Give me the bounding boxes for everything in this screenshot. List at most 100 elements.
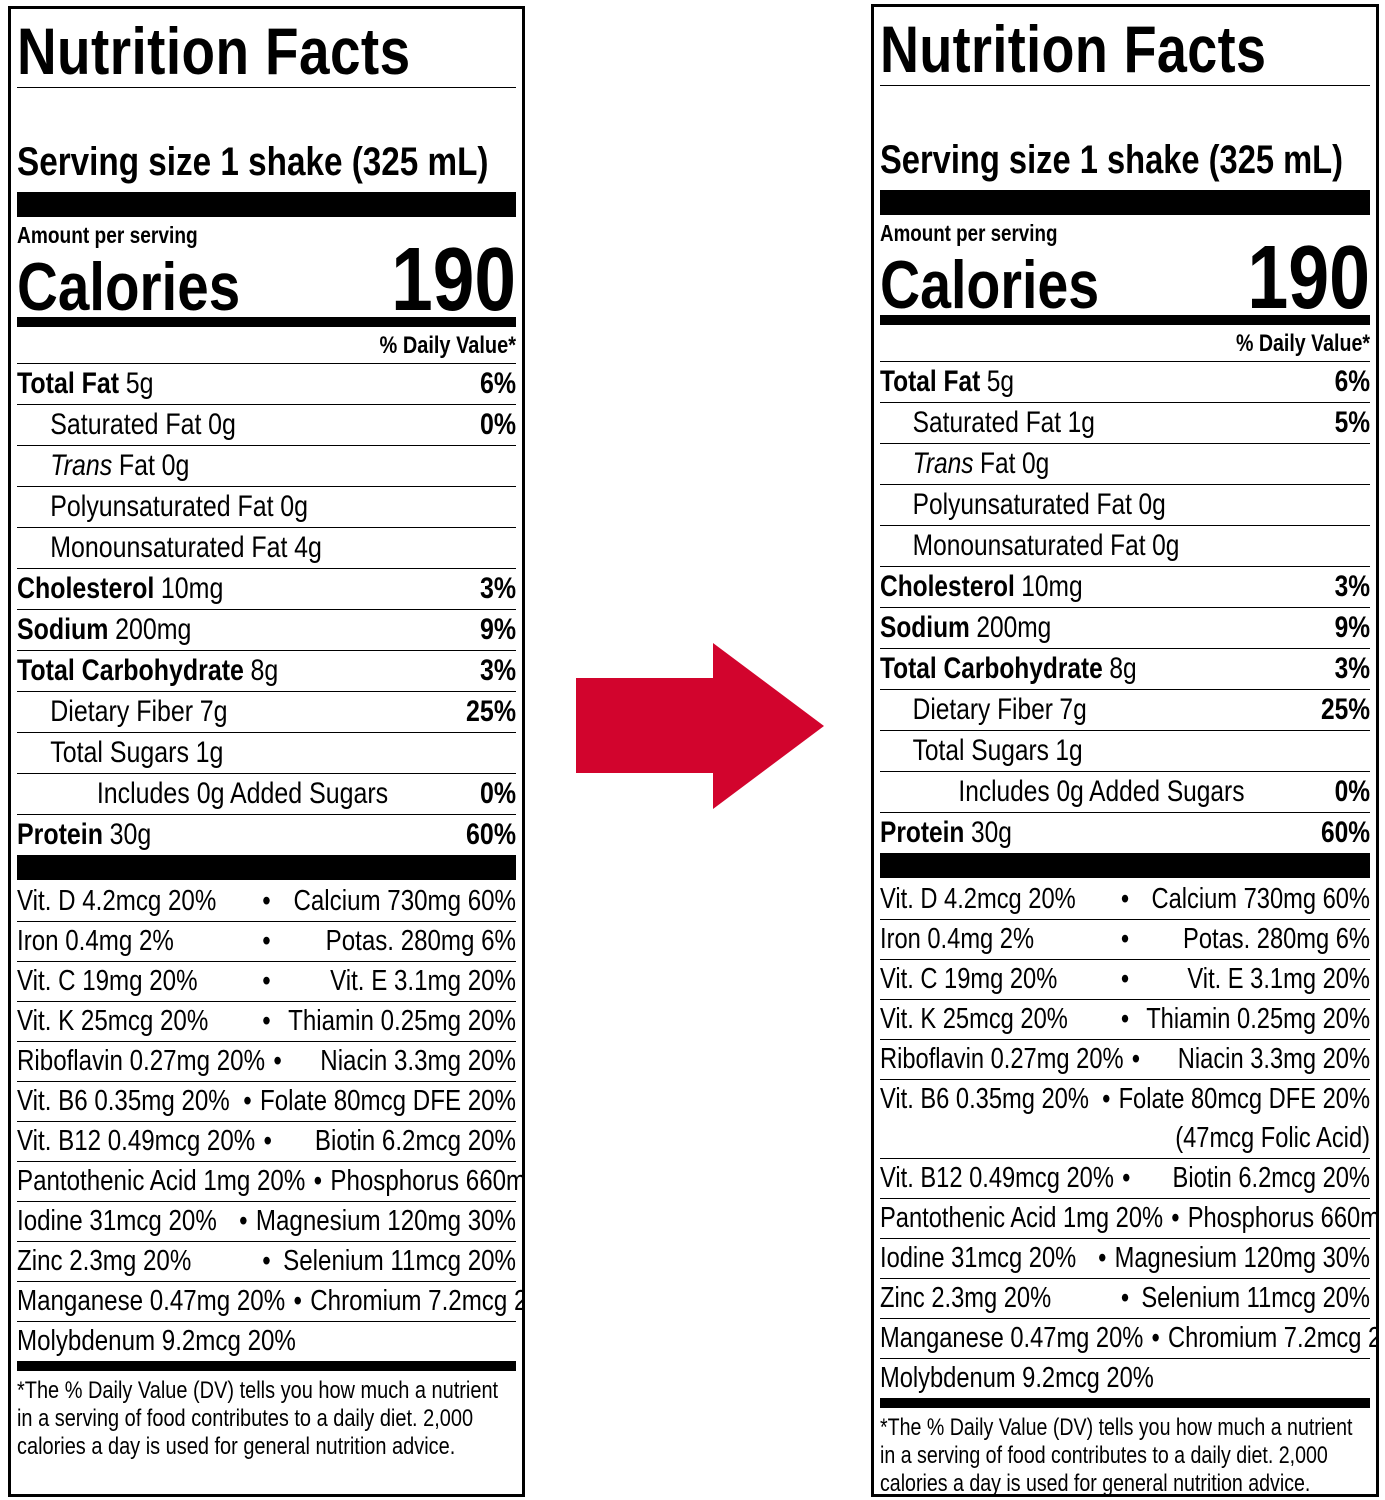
daily-value: 3% <box>479 654 516 687</box>
daily-value: 0% <box>1334 775 1370 808</box>
nutrient-row: Trans Fat 0g <box>17 446 516 487</box>
vitamin-right: Phosphorus 660mg 50% <box>1188 1199 1376 1238</box>
nutrient-name: Saturated Fat 0g <box>17 408 236 442</box>
daily-value: 3% <box>479 572 516 605</box>
vitamin-right-text: Thiamin 0.25mg 20% <box>1146 1003 1370 1035</box>
vitamin-row: Vit. K 25mcg 20% • Thiamin 0.25mg 20% <box>880 1000 1370 1040</box>
vitamin-left: Iron 0.4mg 2% <box>880 923 1035 955</box>
title: Nutrition Facts <box>17 9 516 88</box>
nutrient-name: Protein 30g <box>17 818 151 852</box>
vitamin-right-text: Selenium 11mcg 20% <box>283 1245 516 1277</box>
nutrient-label: Monounsaturated Fat <box>50 531 288 564</box>
nutrient-label: Protein <box>880 816 965 849</box>
nutrient-name: Total Fat 5g <box>880 365 1014 399</box>
nutrient-row: Monounsaturated Fat 0g <box>880 526 1370 567</box>
nutrient-amount: 0g <box>1138 488 1166 521</box>
vitamin-right: Selenium 11mcg 20% <box>279 1242 516 1281</box>
nutrient-row: Cholesterol 10mg 3% <box>880 567 1370 608</box>
nutrient-name: Monounsaturated Fat 4g <box>17 531 322 565</box>
vitamin-right-text: Niacin 3.3mg 20% <box>320 1045 516 1077</box>
vitamin-left: Molybdenum 9.2mcg 20% <box>880 1362 1154 1394</box>
daily-value: 3% <box>1334 652 1370 685</box>
nutrient-row: Polyunsaturated Fat 0g <box>880 485 1370 526</box>
vitamin-right: Magnesium 120mg 30% <box>256 1202 516 1241</box>
bullet: • <box>239 1205 248 1237</box>
vitamin-right: Magnesium 120mg 30% <box>1115 1239 1370 1278</box>
vitamin-row: Vit. K 25mcg 20% • Thiamin 0.25mg 20% <box>17 1002 516 1042</box>
vitamin-right: Selenium 11mcg 20% <box>1137 1279 1370 1318</box>
daily-value: 60% <box>1320 816 1370 849</box>
vitamin-row: Iodine 31mcg 20% • Magnesium 120mg 30% <box>17 1202 516 1242</box>
vitamin-right: Folate 80mcg DFE 20% (47mcg Folic Acid) <box>1119 1080 1370 1158</box>
vitamin-right: Vit. E 3.1mg 20% <box>279 962 516 1001</box>
nutrient-label: Cholesterol <box>880 570 1015 603</box>
vitamin-right-text: Vit. E 3.1mg 20% <box>330 965 516 997</box>
nutrient-row: Trans Fat 0g <box>880 444 1370 485</box>
bullet: • <box>273 1045 282 1077</box>
rule <box>880 190 1370 215</box>
daily-value: 25% <box>466 695 516 728</box>
nutrient-row: Polyunsaturated Fat 0g <box>17 487 516 528</box>
nutrient-name: Monounsaturated Fat 0g <box>880 529 1180 563</box>
nutrient-list: Total Fat 5g 6% Saturated Fat 0g 0% Trans Fat 0g… <box>17 364 516 855</box>
nutrition-label: Nutrition Facts Serving size 1 shake (325… <box>871 4 1379 1497</box>
rule <box>880 1398 1370 1408</box>
nutrient-name: Total Sugars 1g <box>17 736 223 770</box>
vitamin-row: Vit. B12 0.49mcg 20% • Biotin 6.2mcg 20% <box>880 1159 1370 1199</box>
vitamin-right-text: Niacin 3.3mg 20% <box>1177 1043 1370 1075</box>
nutrient-name: Trans Fat 0g <box>17 449 189 483</box>
footnote: *The % Daily Value (DV) tells you how mu… <box>17 1377 499 1460</box>
daily-value: 9% <box>1334 611 1370 644</box>
nutrient-row: Sodium 200mg 9% <box>880 608 1370 649</box>
vitamin-row: Zinc 2.3mg 20% • Selenium 11mcg 20% <box>17 1242 516 1282</box>
vitamin-row: Vit. B6 0.35mg 20% • Folate 80mcg DFE 20% <box>17 1082 516 1122</box>
calories-value: 190 <box>391 230 516 330</box>
nutrient-amount: 10mg <box>160 572 224 605</box>
vitamin-row: Vit. B12 0.49mcg 20% • Biotin 6.2mcg 20% <box>17 1122 516 1162</box>
vitamin-row: Vit. D 4.2mcg 20% • Calcium 730mg 60% <box>880 880 1370 920</box>
bullet: • <box>1151 1322 1160 1354</box>
vitamin-right-text: Biotin 6.2mcg 20% <box>314 1125 516 1157</box>
dv-header: % Daily Value* <box>17 327 516 364</box>
dv-header: % Daily Value* <box>880 325 1370 362</box>
label-content: Nutrition Facts Serving size 1 shake (325… <box>880 7 1376 1494</box>
bullet: • <box>1120 1282 1130 1314</box>
nutrient-name: Dietary Fiber 7g <box>880 693 1087 727</box>
nutrient-amount: 0g <box>208 408 236 441</box>
vitamin-right: Chromium 7.2mcg 20% <box>1168 1319 1376 1358</box>
vitamin-left: Vit. K 25mcg 20% <box>880 1003 1068 1035</box>
vitamin-right: Potas. 280mg 6% <box>279 922 516 961</box>
daily-value: 0% <box>479 777 516 810</box>
bullet: • <box>262 885 271 917</box>
vitamin-left: Vit. C 19mg 20% <box>880 963 1058 995</box>
vitamin-right: Calcium 730mg 60% <box>279 882 516 921</box>
nutrient-name: Cholesterol 10mg <box>880 570 1083 604</box>
vitamin-right-text: Folate 80mcg DFE 20% <box>1118 1083 1370 1115</box>
nutrient-amount: 0g <box>1021 447 1050 480</box>
nutrient-label: Saturated Fat <box>912 406 1062 439</box>
nutrient-label: Includes 0g Added Sugars <box>958 775 1245 808</box>
vitamin-row: Vit. C 19mg 20% • Vit. E 3.1mg 20% <box>880 960 1370 1000</box>
vitamin-right-text: Thiamin 0.25mg 20% <box>288 1005 516 1037</box>
vitamin-list: Vit. D 4.2mcg 20% • Calcium 730mg 60% Iron … <box>880 880 1376 1398</box>
nutrient-label: Fat <box>118 449 155 482</box>
vitamin-left: Vit. B6 0.35mg 20% <box>17 1085 230 1117</box>
rule <box>880 853 1370 878</box>
vitamin-left: Zinc 2.3mg 20% <box>17 1245 192 1277</box>
bullet: • <box>293 1285 302 1317</box>
nutrient-row: Saturated Fat 0g 0% <box>17 405 516 446</box>
bullet: • <box>262 965 271 997</box>
amount-per-serving: Amount per serving <box>880 220 1058 246</box>
vitamin-right-text: Phosphorus 660mg 50% <box>330 1165 525 1197</box>
serving-size: Serving size 1 shake (325 mL) <box>17 140 489 184</box>
daily-value: 5% <box>1334 406 1370 439</box>
vitamin-left: Vit. D 4.2mcg 20% <box>880 883 1076 915</box>
nutrient-label: Protein <box>17 818 103 851</box>
vitamin-left: Pantothenic Acid 1mg 20% <box>880 1202 1164 1234</box>
bullet: • <box>1102 1083 1111 1115</box>
label-content: Nutrition Facts Serving size 1 shake (325… <box>17 9 522 1461</box>
bullet: • <box>262 1005 271 1037</box>
vitamin-left: Riboflavin 0.27mg 20% <box>880 1043 1124 1075</box>
vitamin-left: Molybdenum 9.2mcg 20% <box>17 1325 296 1357</box>
nutrient-amount: 0g <box>1152 529 1180 562</box>
